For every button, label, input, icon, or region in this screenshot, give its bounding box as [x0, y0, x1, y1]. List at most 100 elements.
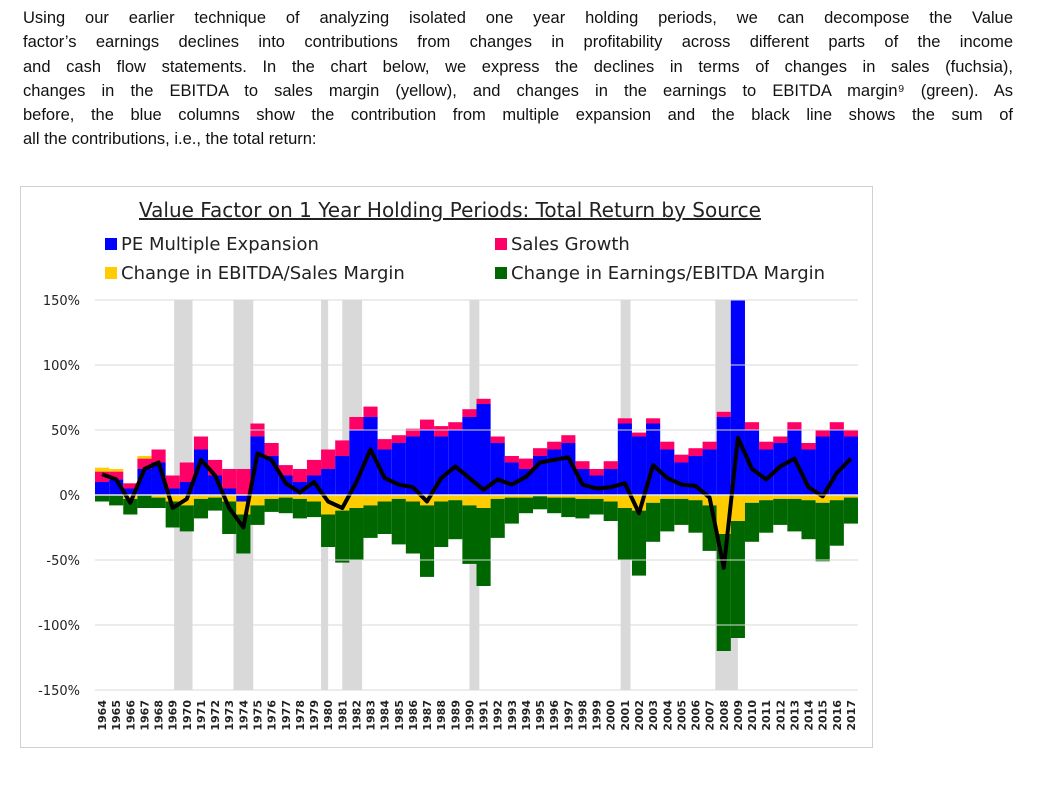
bar-segment: [193, 436, 209, 450]
bar-segment: [391, 498, 406, 545]
y-tick-label: 0%: [59, 489, 80, 504]
bar-segment: [490, 498, 505, 538]
bar-segment: [716, 417, 731, 495]
bar-segment: [306, 495, 322, 502]
bar-segment: [448, 422, 463, 430]
bar-segment: [829, 495, 844, 501]
x-tick-label: 2003: [647, 700, 660, 731]
x-tick-label: 2011: [760, 700, 773, 731]
bar-segment: [123, 483, 138, 489]
bar-segment: [773, 498, 788, 525]
bar-segment: [95, 495, 110, 502]
bar-segment: [236, 469, 251, 495]
bar-segment: [321, 514, 336, 547]
x-tick-label: 1988: [435, 700, 448, 731]
bar-segment: [363, 495, 378, 506]
bar-segment: [405, 501, 420, 554]
bar-segment: [547, 497, 562, 514]
bar-segment: [617, 423, 632, 495]
bar-segment: [363, 406, 378, 417]
x-tick-label: 2007: [704, 700, 717, 731]
bar-segment: [504, 462, 519, 495]
bar-segment: [631, 510, 647, 576]
text-line: before, the blue columns show the contri…: [23, 106, 1013, 125]
x-tick-label: 1999: [591, 700, 604, 731]
y-tick-label: -100%: [38, 619, 80, 634]
bar-segment: [815, 495, 830, 503]
bar-segment: [405, 495, 420, 502]
bar-segment: [646, 502, 661, 542]
bar-segment: [801, 500, 816, 540]
bar-segment: [589, 469, 604, 476]
y-tick-label: 150%: [43, 294, 80, 309]
chart: Value Factor on 1 Year Holding Periods: …: [20, 186, 873, 748]
text-line: Using our earlier technique of analyzing…: [23, 9, 1013, 27]
legend-label: PE Multiple Expansion: [121, 234, 319, 255]
bar-segment: [589, 498, 604, 515]
bar-segment: [787, 498, 802, 532]
x-tick-label: 1976: [266, 700, 279, 731]
bar-segment: [165, 475, 180, 489]
bar-segment: [349, 417, 364, 430]
x-tick-label: 2000: [605, 700, 618, 731]
bar-segment: [123, 495, 138, 499]
text-line: changes in the EBITDA to sales margin (y…: [23, 81, 1013, 100]
bar-segment: [589, 495, 604, 499]
bar-segment: [476, 495, 491, 508]
x-tick-label: 2010: [746, 700, 759, 731]
bar-segment: [787, 422, 802, 430]
bar-segment: [405, 428, 420, 437]
bar-segment: [744, 502, 760, 542]
x-tick-label: 1977: [280, 700, 293, 731]
x-tick-label: 1974: [237, 700, 250, 731]
x-tick-label: 2016: [831, 700, 844, 731]
bar-segment: [391, 495, 406, 499]
bar-segment: [476, 508, 491, 586]
x-tick-label: 1969: [167, 700, 180, 731]
x-tick-label: 2006: [690, 700, 703, 731]
bar-segment: [759, 441, 774, 450]
bar-segment: [292, 495, 307, 499]
bar-segment: [646, 495, 661, 503]
bar-segment: [504, 456, 519, 463]
bar-segment: [349, 508, 364, 560]
x-tick-label: 1993: [506, 700, 519, 731]
bar-segment: [363, 505, 378, 538]
bar-segment: [730, 521, 745, 638]
bar-segment: [533, 496, 548, 510]
bar-segment: [843, 495, 858, 498]
bar-segment: [617, 508, 632, 560]
bar-segment: [773, 436, 788, 443]
bar-segment: [222, 495, 237, 502]
bar-segment: [518, 458, 534, 469]
x-tick-label: 1978: [294, 700, 307, 731]
bar-segment: [660, 495, 675, 499]
bar-segment: [363, 417, 378, 495]
bar-segment: [377, 495, 392, 502]
x-tick-label: 1968: [153, 700, 166, 731]
bar-segment: [518, 497, 534, 514]
bar-segment: [250, 495, 265, 506]
bar-segment: [151, 497, 166, 508]
bar-segment: [434, 426, 449, 437]
bar-segment: [575, 498, 590, 519]
bar-segment: [264, 443, 279, 456]
bar-segment: [603, 501, 618, 521]
bar-segment: [123, 488, 138, 495]
total-line: [101, 435, 853, 570]
bar-segment: [674, 462, 689, 495]
x-tick-label: 1980: [322, 700, 335, 731]
bar-segment: [688, 500, 703, 533]
legend-label: Change in EBITDA/Sales Margin: [121, 263, 405, 284]
bar-segment: [815, 430, 830, 437]
x-tick-label: 1965: [110, 700, 123, 731]
bar-segment: [222, 488, 237, 495]
legend-swatch: [495, 238, 507, 250]
bar-segment: [391, 435, 406, 443]
bar-segment: [815, 502, 830, 562]
bar-segment: [95, 467, 110, 472]
bar-segment: [405, 436, 420, 495]
bar-segment: [462, 505, 477, 564]
bar-segment: [617, 418, 632, 424]
bar-segment: [462, 409, 477, 417]
